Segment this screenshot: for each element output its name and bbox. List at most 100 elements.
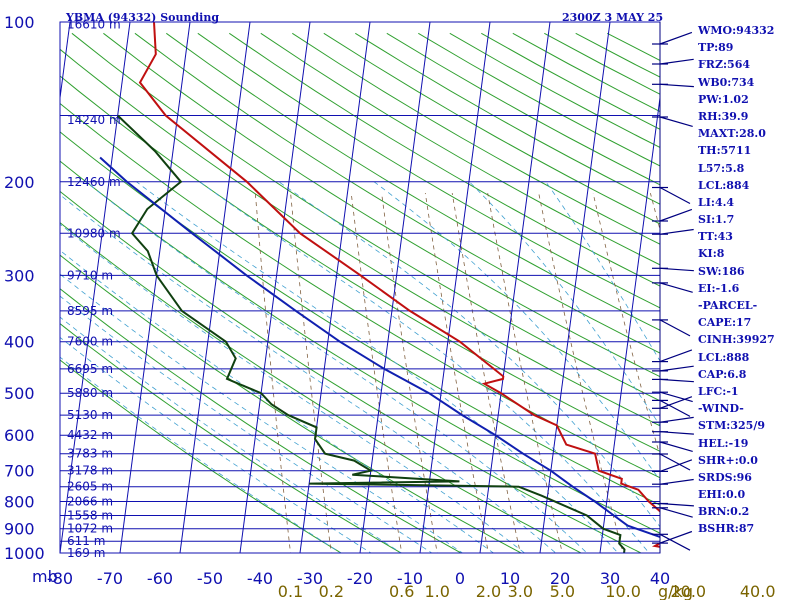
pressure-tick-label: 600 [4,426,35,445]
sounding-title: YBMA (94332) Sounding [65,11,219,24]
height-label: 7600 m [67,335,113,349]
isotherm-line [539,22,611,553]
moist-adiabat-line [60,223,526,553]
wind-barb [659,186,691,205]
height-label: 4432 m [67,428,113,442]
index-item: FRZ:564 [698,58,751,72]
temperature-tick-label: 40 [650,569,670,588]
mixing-ratio-line [290,193,332,553]
pressure-tick-label: 900 [4,520,35,539]
index-item: LFC:-1 [698,384,739,398]
dry-adiabat-line [60,254,523,553]
temperature-tick-label: 30 [600,569,620,588]
moist-adiabat-line [136,181,619,553]
moist-adiabat-line [60,194,557,553]
mixing-ratio-tick-label: 0.2 [319,582,344,600]
isotherm-line [599,94,660,553]
height-label: 16610 m [67,17,121,31]
wind-barb [659,416,694,423]
temperature-tick-label: -60 [147,569,173,588]
pressure-tick-label: 1000 [4,544,45,563]
dry-adiabat-line [60,359,343,553]
isotherm-line [239,22,311,553]
height-label: 3178 m [67,464,113,478]
pressure-tick-label: 200 [4,173,35,192]
index-item: TP:89 [698,41,734,55]
isotherm-line [479,22,551,553]
wind-barb [659,399,691,417]
temperature-tick-label: 20 [550,569,570,588]
wind-barb [659,478,694,485]
index-item: SI:1.7 [698,213,735,227]
mixing-ratio-line [254,193,291,553]
pressure-tick-label: 500 [4,384,35,403]
isotherm-line [419,22,491,553]
pressure-unit-label: mb [32,567,58,586]
dry-adiabat-line [60,102,660,479]
index-item: EI:-1.6 [698,281,740,295]
dry-adiabat-line [60,288,463,553]
mixing-ratio-tick-label: 0.6 [389,582,414,600]
isotherm-line [359,22,431,553]
index-item: SW:186 [698,264,745,278]
moist-adiabat-line [545,181,660,362]
mixing-ratio-tick-label: 40.0 [740,582,776,600]
temperature-profile-line [138,22,660,548]
isotherm-line [299,22,371,553]
temperature-tick-label: -10 [397,569,423,588]
index-item: EHI:0.0 [698,488,746,502]
index-item: LCL:888 [698,350,750,364]
height-label: 6695 m [67,362,113,376]
moist-adiabat-line [199,181,650,553]
isotherm-line [179,22,251,553]
index-item: HEL:-19 [698,436,749,450]
wind-barb [659,391,693,403]
mixing-ratio-tick-label: 2.0 [476,582,501,600]
wind-barb [659,502,694,507]
pressure-tick-label: 300 [4,266,35,285]
dry-adiabat-line [60,131,660,506]
index-item: TH:5711 [698,144,752,158]
sounding-datetime: 2300Z 3 MAY 25 [562,11,663,24]
dry-adiabat-line [60,48,660,427]
wind-barb [659,530,693,544]
index-item: LI:4.4 [698,195,735,209]
index-item: PW:1.02 [698,92,749,106]
index-item: SHR+:0.0 [698,453,758,467]
parcel-profile-line [99,156,660,538]
wind-barb [659,378,694,383]
wind-barb [659,267,694,272]
wind-barb [659,83,694,88]
index-item: STM:325/9 [698,419,765,433]
temperature-tick-label: 10 [500,569,520,588]
height-label: 12460 m [67,175,121,189]
wind-barb [659,228,694,235]
wind-barb [659,453,691,471]
wind-barb [659,459,693,472]
pressure-tick-label: 400 [4,333,35,352]
temperature-tick-label: -80 [47,569,73,588]
height-label: 9710 m [67,268,113,282]
dry-adiabat-line [60,75,660,452]
pressure-tick-label: 700 [4,462,35,481]
wind-barb [659,31,693,45]
moist-adiabat-line [278,181,660,528]
index-item: WMO:94332 [698,24,775,37]
dry-adiabat-line [197,32,660,309]
wind-barb [659,319,691,337]
moist-adiabat-line [60,273,464,553]
mixing-ratio-tick-label: 3.0 [508,582,533,600]
dry-adiabat-line [229,32,660,287]
wind-barb [659,349,693,363]
height-label: 611 m [67,534,105,548]
wind-barb [659,533,691,551]
dry-adiabat-line [103,32,660,378]
moist-adiabat-line [85,181,588,553]
isotherm-line [119,22,191,553]
moist-adiabat-line [373,181,660,481]
moist-adiabat-line [60,336,372,553]
height-label: 3783 m [67,447,113,461]
moist-adiabat-line [60,249,495,553]
height-label: 1558 m [67,509,113,523]
index-item: CINH:39927 [698,333,775,347]
